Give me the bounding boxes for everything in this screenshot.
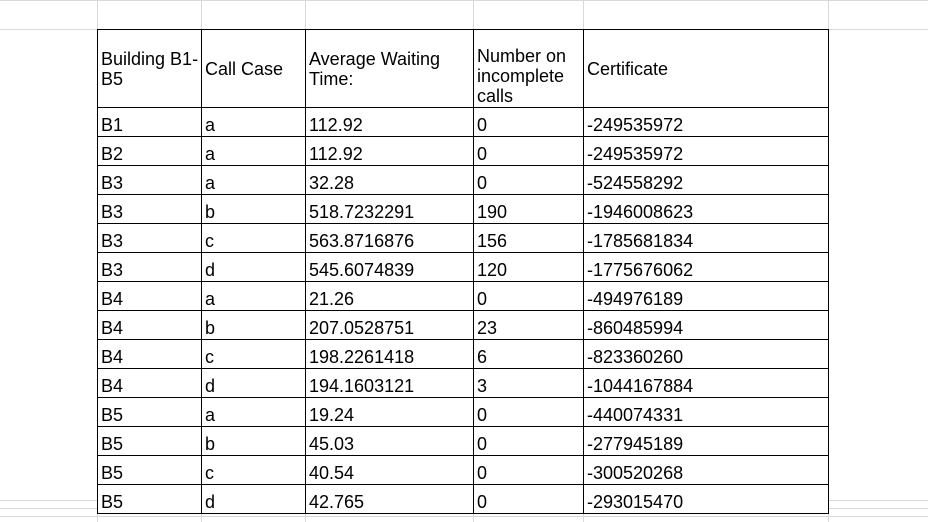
cell-incomplete-calls[interactable]: 0 — [473, 165, 584, 195]
cell-incomplete-calls[interactable]: 0 — [473, 107, 584, 137]
cell-certificate[interactable]: -440074331 — [583, 397, 829, 427]
header-cell-average-waiting-time[interactable]: Average Waiting Time: — [305, 29, 474, 108]
cell-average-waiting-time[interactable]: 198.2261418 — [305, 339, 474, 369]
cell-incomplete-calls[interactable]: 190 — [473, 194, 584, 224]
header-cell-certificate[interactable]: Certificate — [583, 29, 829, 108]
cell-building[interactable]: B3 — [97, 252, 202, 282]
cell-average-waiting-time[interactable]: 112.92 — [305, 107, 474, 137]
cell-average-waiting-time[interactable]: 207.0528751 — [305, 310, 474, 340]
cell-call-case[interactable]: b — [201, 310, 306, 340]
cell-certificate[interactable]: -300520268 — [583, 455, 829, 485]
cell-building[interactable]: B3 — [97, 165, 202, 195]
cell-average-waiting-time[interactable]: 518.7232291 — [305, 194, 474, 224]
cell-building[interactable]: B5 — [97, 426, 202, 456]
cell-building[interactable]: B5 — [97, 397, 202, 427]
cell-certificate[interactable]: -1044167884 — [583, 368, 829, 398]
cell-call-case[interactable]: a — [201, 107, 306, 137]
cell-call-case[interactable]: d — [201, 252, 306, 282]
cell-certificate[interactable]: -249535972 — [583, 136, 829, 166]
cell-certificate[interactable]: -524558292 — [583, 165, 829, 195]
cell-building[interactable]: B1 — [97, 107, 202, 137]
cell-average-waiting-time[interactable]: 42.765 — [305, 484, 474, 514]
table-row: B4 b 207.0528751 23 -860485994 — [97, 310, 829, 340]
table-row: B4 d 194.1603121 3 -1044167884 — [97, 368, 829, 398]
cell-incomplete-calls[interactable]: 120 — [473, 252, 584, 282]
cell-building[interactable]: B4 — [97, 281, 202, 311]
cell-call-case[interactable]: a — [201, 397, 306, 427]
cell-call-case[interactable]: c — [201, 223, 306, 253]
cell-incomplete-calls[interactable]: 0 — [473, 397, 584, 427]
table-row: B5 d 42.765 0 -293015470 — [97, 484, 829, 514]
cell-call-case[interactable]: b — [201, 426, 306, 456]
cell-building[interactable]: B2 — [97, 136, 202, 166]
cell-building[interactable]: B4 — [97, 310, 202, 340]
table-row: B4 a 21.26 0 -494976189 — [97, 281, 829, 311]
cell-average-waiting-time[interactable]: 45.03 — [305, 426, 474, 456]
header-cell-call-case[interactable]: Call Case — [201, 29, 306, 108]
cell-incomplete-calls[interactable]: 0 — [473, 426, 584, 456]
cell-certificate[interactable]: -823360260 — [583, 339, 829, 369]
cell-incomplete-calls[interactable]: 0 — [473, 136, 584, 166]
cell-average-waiting-time[interactable]: 112.92 — [305, 136, 474, 166]
cell-certificate[interactable]: -293015470 — [583, 484, 829, 514]
table-row: B4 c 198.2261418 6 -823360260 — [97, 339, 829, 369]
cell-certificate[interactable]: -249535972 — [583, 107, 829, 137]
cell-call-case[interactable]: d — [201, 368, 306, 398]
cell-call-case[interactable]: a — [201, 165, 306, 195]
cell-incomplete-calls[interactable]: 0 — [473, 484, 584, 514]
cell-certificate[interactable]: -1785681834 — [583, 223, 829, 253]
cell-call-case[interactable]: c — [201, 339, 306, 369]
cell-building[interactable]: B5 — [97, 455, 202, 485]
table-row: B1 a 112.92 0 -249535972 — [97, 107, 829, 137]
data-table: Building B1-B5 Call Case Average Waiting… — [97, 29, 829, 514]
cell-incomplete-calls[interactable]: 6 — [473, 339, 584, 369]
cell-certificate[interactable]: -1946008623 — [583, 194, 829, 224]
header-cell-building[interactable]: Building B1-B5 — [97, 29, 202, 108]
cell-certificate[interactable]: -1775676062 — [583, 252, 829, 282]
cell-average-waiting-time[interactable]: 19.24 — [305, 397, 474, 427]
cell-incomplete-calls[interactable]: 3 — [473, 368, 584, 398]
cell-average-waiting-time[interactable]: 545.6074839 — [305, 252, 474, 282]
cell-average-waiting-time[interactable]: 21.26 — [305, 281, 474, 311]
cell-incomplete-calls[interactable]: 23 — [473, 310, 584, 340]
table-row: B5 b 45.03 0 -277945189 — [97, 426, 829, 456]
cell-incomplete-calls[interactable]: 156 — [473, 223, 584, 253]
table-row: B3 d 545.6074839 120 -1775676062 — [97, 252, 829, 282]
cell-certificate[interactable]: -494976189 — [583, 281, 829, 311]
cell-building[interactable]: B3 — [97, 223, 202, 253]
table-row: B5 c 40.54 0 -300520268 — [97, 455, 829, 485]
table-row: B3 c 563.8716876 156 -1785681834 — [97, 223, 829, 253]
cell-call-case[interactable]: a — [201, 281, 306, 311]
cell-call-case[interactable]: c — [201, 455, 306, 485]
header-cell-incomplete-calls[interactable]: Number on incomplete calls — [473, 29, 584, 108]
cell-average-waiting-time[interactable]: 194.1603121 — [305, 368, 474, 398]
spreadsheet-area: Building B1-B5 Call Case Average Waiting… — [97, 29, 829, 514]
cell-incomplete-calls[interactable]: 0 — [473, 281, 584, 311]
cell-incomplete-calls[interactable]: 0 — [473, 455, 584, 485]
cell-average-waiting-time[interactable]: 563.8716876 — [305, 223, 474, 253]
cell-building[interactable]: B3 — [97, 194, 202, 224]
cell-average-waiting-time[interactable]: 40.54 — [305, 455, 474, 485]
table-row: B3 a 32.28 0 -524558292 — [97, 165, 829, 195]
table-row: B2 a 112.92 0 -249535972 — [97, 136, 829, 166]
table-row: B5 a 19.24 0 -440074331 — [97, 397, 829, 427]
cell-building[interactable]: B4 — [97, 368, 202, 398]
cell-certificate[interactable]: -860485994 — [583, 310, 829, 340]
cell-call-case[interactable]: b — [201, 194, 306, 224]
cell-average-waiting-time[interactable]: 32.28 — [305, 165, 474, 195]
cell-building[interactable]: B4 — [97, 339, 202, 369]
cell-call-case[interactable]: d — [201, 484, 306, 514]
cell-building[interactable]: B5 — [97, 484, 202, 514]
cell-certificate[interactable]: -277945189 — [583, 426, 829, 456]
cell-call-case[interactable]: a — [201, 136, 306, 166]
table-row: B3 b 518.7232291 190 -1946008623 — [97, 194, 829, 224]
header-row: Building B1-B5 Call Case Average Waiting… — [97, 29, 829, 108]
